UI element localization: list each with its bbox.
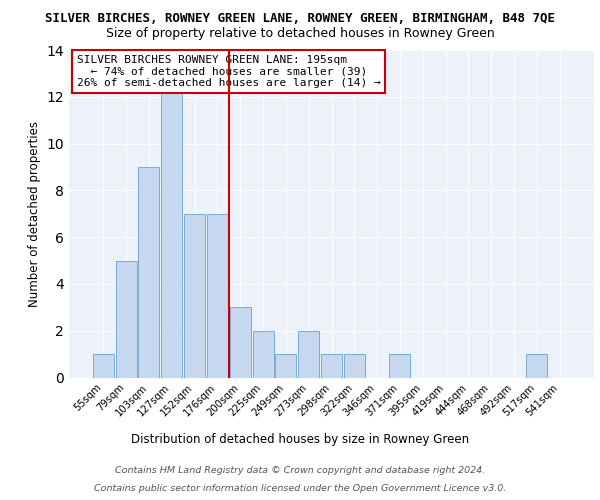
Bar <box>161 74 182 378</box>
Bar <box>526 354 547 378</box>
Y-axis label: Number of detached properties: Number of detached properties <box>28 120 41 306</box>
Text: Size of property relative to detached houses in Rowney Green: Size of property relative to detached ho… <box>106 28 494 40</box>
Bar <box>207 214 228 378</box>
Bar <box>389 354 410 378</box>
Bar <box>184 214 205 378</box>
Bar <box>116 260 137 378</box>
Bar <box>344 354 365 378</box>
Bar <box>298 330 319 378</box>
Bar <box>93 354 114 378</box>
Text: Distribution of detached houses by size in Rowney Green: Distribution of detached houses by size … <box>131 432 469 446</box>
Bar <box>230 308 251 378</box>
Text: Contains HM Land Registry data © Crown copyright and database right 2024.: Contains HM Land Registry data © Crown c… <box>115 466 485 475</box>
Bar <box>253 330 274 378</box>
Bar <box>275 354 296 378</box>
Text: SILVER BIRCHES, ROWNEY GREEN LANE, ROWNEY GREEN, BIRMINGHAM, B48 7QE: SILVER BIRCHES, ROWNEY GREEN LANE, ROWNE… <box>45 12 555 25</box>
Bar <box>139 167 160 378</box>
Bar <box>321 354 342 378</box>
Text: SILVER BIRCHES ROWNEY GREEN LANE: 195sqm
  ← 74% of detached houses are smaller : SILVER BIRCHES ROWNEY GREEN LANE: 195sqm… <box>77 55 380 88</box>
Text: Contains public sector information licensed under the Open Government Licence v3: Contains public sector information licen… <box>94 484 506 493</box>
